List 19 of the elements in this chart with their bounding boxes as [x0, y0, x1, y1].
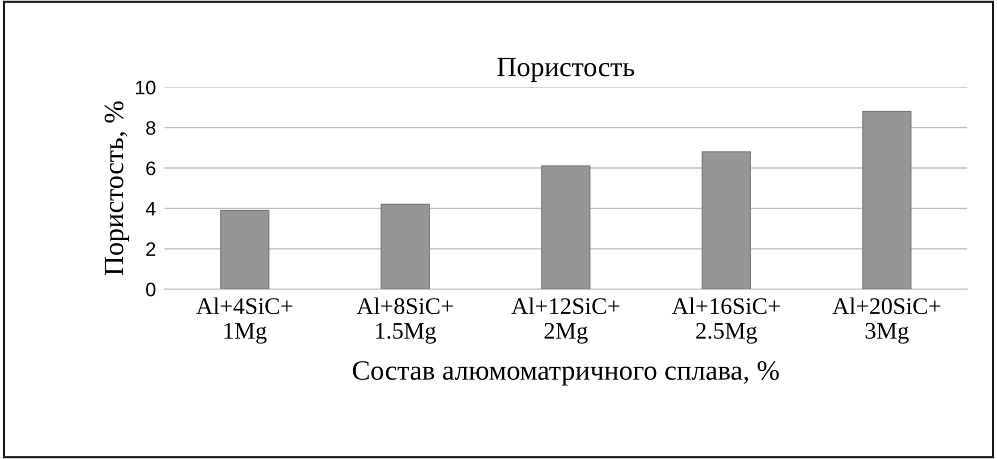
x-tick-label: Al+4SiC+ 1Mg [196, 298, 292, 344]
chart-title: Пористость [497, 58, 634, 82]
bar [220, 210, 270, 290]
y-tick-label: 8 [146, 121, 156, 135]
x-tick-label: Al+20SiC+ 3Mg [832, 298, 940, 344]
y-tick-label: 4 [146, 202, 156, 216]
bar [380, 204, 430, 290]
y-tick-label: 6 [146, 161, 156, 176]
y-tick-label: 0 [146, 282, 156, 296]
bar [862, 110, 912, 290]
x-tick-label: Al+8SiC+ 1.5Mg [356, 298, 453, 344]
y-tick-label: 10 [136, 80, 156, 94]
bar [702, 151, 751, 290]
y-tick-label: 2 [146, 242, 156, 256]
bar [541, 165, 590, 290]
x-axis-title: Состав алюмоматричного сплава, % [352, 361, 779, 386]
y-axis-title: Пористость, % [104, 101, 129, 276]
x-tick-label: Al+12SiC+ 2Mg [511, 298, 620, 344]
x-tick-label: Al+16SiC+ 2.5Mg [672, 298, 780, 344]
